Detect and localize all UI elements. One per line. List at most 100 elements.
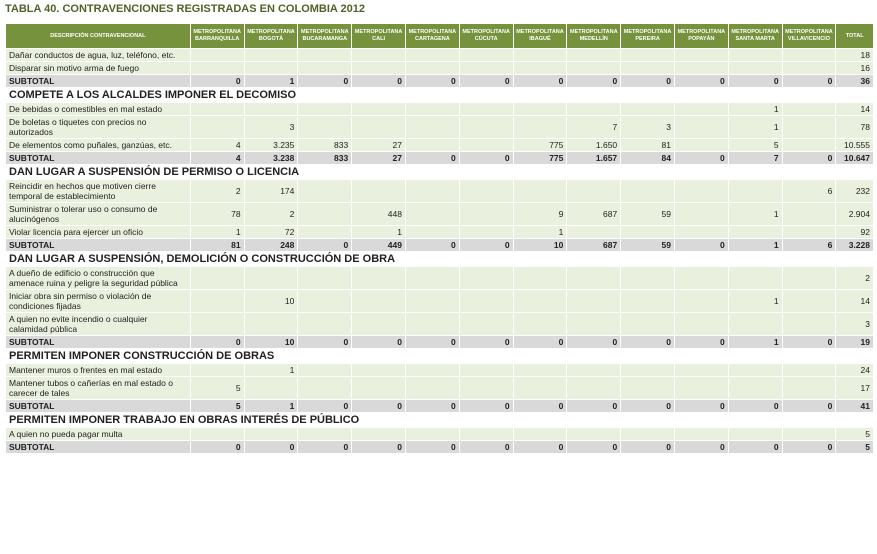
cell <box>621 103 674 115</box>
cell: 1 <box>728 116 782 138</box>
cell: 833 <box>298 152 352 164</box>
cell <box>190 428 244 440</box>
cell <box>567 180 621 202</box>
cell <box>674 62 728 74</box>
cell: 1 <box>352 226 405 238</box>
cell: 0 <box>728 400 782 412</box>
cell <box>621 313 674 335</box>
cell: Violar licencia para ejercer un oficio <box>6 226 190 238</box>
cell <box>728 377 782 399</box>
cell: 0 <box>298 239 352 251</box>
cell: 0 <box>459 152 513 164</box>
cell: 0 <box>513 441 567 453</box>
cell <box>674 103 728 115</box>
data-row: Iniciar obra sin permiso o violación de … <box>6 290 873 312</box>
cell <box>244 62 298 74</box>
cell: 0 <box>352 336 405 348</box>
cell <box>405 290 459 312</box>
cell: 0 <box>459 75 513 87</box>
cell <box>782 267 836 289</box>
cell <box>513 267 567 289</box>
cell <box>782 290 836 312</box>
data-row: A quien no pueda pagar multa 5 <box>6 428 873 440</box>
cell: 0 <box>298 441 352 453</box>
cell <box>459 290 513 312</box>
cell: SUBTOTAL <box>6 336 190 348</box>
cell <box>728 428 782 440</box>
cell: 84 <box>621 152 674 164</box>
cell <box>298 180 352 202</box>
cell: 6 <box>782 239 836 251</box>
cell <box>352 364 405 376</box>
cell: 27 <box>352 152 405 164</box>
cell <box>459 226 513 238</box>
cell: 0 <box>674 152 728 164</box>
header-row: DESCRIPCIÓN CONTRAVENCIONAL METROPOLITANA… <box>6 24 873 48</box>
cell <box>513 180 567 202</box>
header-cell: METROPOLITANA CÚCUTA <box>459 24 513 48</box>
cell <box>405 313 459 335</box>
cell: SUBTOTAL <box>6 441 190 453</box>
cell <box>513 364 567 376</box>
cell: 78 <box>836 116 873 138</box>
cell: 41 <box>836 400 873 412</box>
cell <box>459 428 513 440</box>
cell: 3 <box>836 313 873 335</box>
cell <box>621 377 674 399</box>
data-row: Disparar sin motivo arma de fuego 16 <box>6 62 873 74</box>
header-cell: METROPOLITANA VILLAVICENCIO <box>782 24 836 48</box>
cell <box>567 364 621 376</box>
cell <box>298 103 352 115</box>
cell: 59 <box>621 203 674 225</box>
cell <box>352 377 405 399</box>
cell <box>298 364 352 376</box>
section-row: DAN LUGAR A SUSPENSIÓN, DEMOLICIÓN O CON… <box>6 252 873 266</box>
cell <box>244 313 298 335</box>
cell: 1 <box>728 103 782 115</box>
cell <box>621 49 674 61</box>
cell <box>352 290 405 312</box>
cell: 9 <box>513 203 567 225</box>
section-title: DAN LUGAR A SUSPENSIÓN, DEMOLICIÓN O CON… <box>6 252 873 266</box>
cell <box>298 377 352 399</box>
cell: 59 <box>621 239 674 251</box>
cell <box>244 103 298 115</box>
cell: 232 <box>836 180 873 202</box>
cell: 0 <box>459 441 513 453</box>
header-cell: METROPOLITANA PEREIRA <box>621 24 674 48</box>
cell: 3 <box>244 116 298 138</box>
cell <box>405 428 459 440</box>
cell: 0 <box>782 75 836 87</box>
cell <box>782 377 836 399</box>
data-row: Mantener tubos o cañerías en mal estado … <box>6 377 873 399</box>
cell <box>621 62 674 74</box>
subtotal-row: SUBTOTAL 0 0 0 0 0 0 0 0 0 0 0 0 5 <box>6 441 873 453</box>
cell: Iniciar obra sin permiso o violación de … <box>6 290 190 312</box>
cell: 0 <box>405 75 459 87</box>
cell: 0 <box>190 441 244 453</box>
cell <box>298 116 352 138</box>
cell: 0 <box>567 441 621 453</box>
cell: 7 <box>567 116 621 138</box>
cell <box>513 428 567 440</box>
cell <box>621 364 674 376</box>
cell: A quien no pueda pagar multa <box>6 428 190 440</box>
cell: 0 <box>621 336 674 348</box>
cell: 5 <box>836 428 873 440</box>
cell <box>728 226 782 238</box>
cell: 14 <box>836 290 873 312</box>
page: TABLA 40. CONTRAVENCIONES REGISTRADAS EN… <box>0 3 877 554</box>
cell: 81 <box>621 139 674 151</box>
cell <box>674 290 728 312</box>
cell <box>459 62 513 74</box>
cell: 0 <box>459 400 513 412</box>
cell: SUBTOTAL <box>6 400 190 412</box>
cell: 10.555 <box>836 139 873 151</box>
cell: 0 <box>244 441 298 453</box>
cell <box>405 139 459 151</box>
cell: 833 <box>298 139 352 151</box>
cell <box>352 428 405 440</box>
cell: 5 <box>728 139 782 151</box>
data-row: A quien no evite incendio o cualquier ca… <box>6 313 873 335</box>
cell <box>459 377 513 399</box>
